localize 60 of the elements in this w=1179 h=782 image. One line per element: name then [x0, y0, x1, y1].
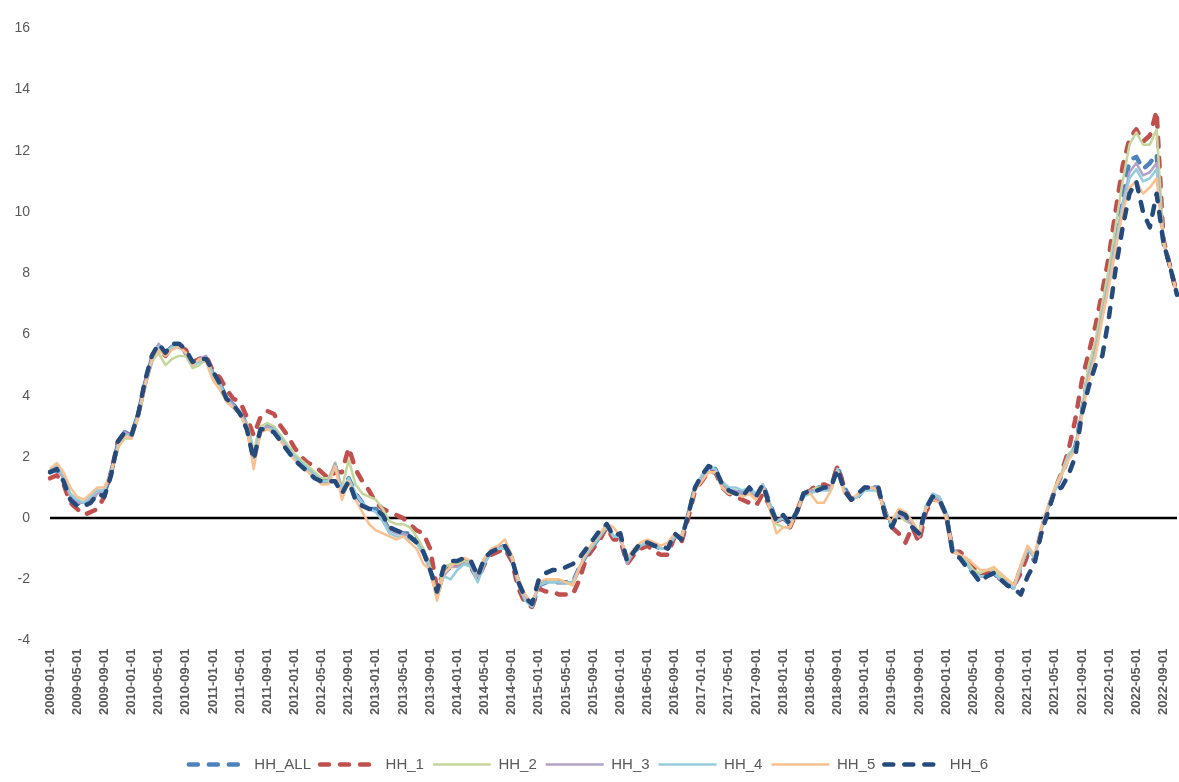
x-tick-label: 2022-05-01: [1127, 648, 1143, 715]
y-tick-label: 12: [14, 141, 31, 158]
x-tick-label: 2017-09-01: [747, 648, 763, 715]
x-tick-label: 2010-05-01: [150, 648, 166, 715]
x-tick-label: 2011-09-01: [258, 648, 274, 715]
x-tick-label: 2012-01-01: [285, 648, 301, 715]
x-tick-label: 2014-09-01: [503, 648, 519, 715]
legend-label: HH_4: [724, 754, 763, 772]
x-tick-label: 2019-01-01: [856, 648, 872, 715]
y-tick-label: 14: [14, 80, 31, 97]
x-tick-label: 2012-05-01: [313, 648, 329, 715]
y-tick-label: 4: [22, 386, 31, 403]
x-tick-label: 2013-09-01: [421, 648, 437, 715]
x-tick-label: 2018-01-01: [774, 648, 790, 715]
x-tick-label: 2010-09-01: [177, 648, 193, 715]
x-tick-label: 2014-01-01: [448, 648, 464, 715]
x-tick-label: 2019-05-01: [883, 648, 899, 715]
x-tick-label: 2009-05-01: [68, 648, 84, 715]
y-tick-label: 0: [22, 508, 31, 525]
x-tick-label: 2011-01-01: [204, 648, 220, 715]
x-tick-label: 2013-01-01: [367, 648, 383, 715]
y-tick-label: 16: [14, 19, 31, 36]
x-tick-label: 2021-09-01: [1073, 648, 1089, 715]
x-tick-label: 2010-01-01: [123, 648, 139, 715]
y-tick-label: 2: [22, 447, 31, 464]
x-tick-label: 2015-01-01: [530, 648, 546, 715]
x-tick-label: 2016-09-01: [666, 648, 682, 715]
x-tick-label: 2022-01-01: [1100, 648, 1116, 715]
legend-label: HH_2: [498, 754, 537, 772]
y-tick-label: 6: [22, 325, 31, 342]
x-tick-label: 2012-09-01: [340, 648, 356, 715]
x-tick-label: 2013-05-01: [394, 648, 410, 715]
x-tick-label: 2020-09-01: [992, 648, 1008, 715]
y-tick-label: 10: [14, 202, 31, 219]
x-tick-label: 2014-05-01: [476, 648, 492, 715]
x-tick-label: 2020-05-01: [964, 648, 980, 715]
x-tick-label: 2016-01-01: [611, 648, 627, 715]
legend-label: HH_6: [949, 754, 989, 772]
x-tick-label: 2021-05-01: [1046, 648, 1062, 715]
legend-label: HH_5: [836, 754, 876, 772]
x-tick-label: 2011-05-01: [231, 648, 247, 715]
legend-label: HH_3: [611, 754, 650, 772]
x-tick-label: 2021-01-01: [1019, 648, 1035, 715]
x-tick-label: 2018-05-01: [801, 648, 817, 715]
legend-label: HH_1: [385, 754, 424, 772]
y-tick-label: 8: [22, 264, 31, 281]
x-tick-label: 2015-05-01: [557, 648, 573, 715]
x-tick-label: 2016-05-01: [639, 648, 655, 715]
y-tick-label: -2: [17, 570, 31, 587]
x-tick-label: 2015-09-01: [584, 648, 600, 715]
x-tick-label: 2022-09-01: [1155, 648, 1170, 715]
x-tick-label: 2017-01-01: [693, 648, 709, 715]
legend-label: HH_ALL: [254, 754, 312, 772]
x-tick-label: 2009-01-01: [41, 648, 57, 715]
x-tick-label: 2017-05-01: [720, 648, 736, 715]
x-tick-label: 2018-09-01: [829, 648, 845, 715]
x-tick-label: 2009-09-01: [95, 648, 111, 715]
y-tick-label: -4: [17, 631, 31, 648]
x-tick-label: 2019-09-01: [910, 648, 926, 715]
x-tick-label: 2020-01-01: [937, 648, 953, 715]
